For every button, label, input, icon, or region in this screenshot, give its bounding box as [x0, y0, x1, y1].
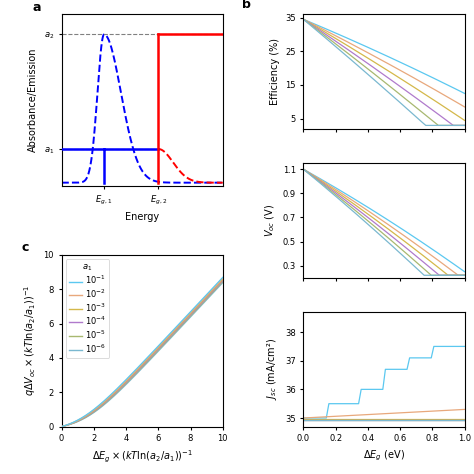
- Text: a: a: [33, 1, 41, 14]
- Y-axis label: Absorbance/Emission: Absorbance/Emission: [28, 48, 38, 152]
- Legend: $10^{-1}$, $10^{-2}$, $10^{-3}$, $10^{-4}$, $10^{-5}$, $10^{-6}$: $10^{-1}$, $10^{-2}$, $10^{-3}$, $10^{-4…: [66, 259, 109, 358]
- Y-axis label: Efficiency (%): Efficiency (%): [270, 38, 280, 105]
- Text: c: c: [21, 241, 29, 255]
- Text: b: b: [242, 0, 251, 11]
- Y-axis label: $q\Delta V_{oc} \times (kT\ln(a_2/a_1))^{-1}$: $q\Delta V_{oc} \times (kT\ln(a_2/a_1))^…: [22, 285, 38, 396]
- X-axis label: Energy: Energy: [125, 212, 159, 222]
- X-axis label: $\Delta E_g$ (eV): $\Delta E_g$ (eV): [363, 449, 405, 463]
- Y-axis label: $V_{oc}$ (V): $V_{oc}$ (V): [264, 204, 277, 237]
- Y-axis label: $J_{sc}$ (mA/cm²): $J_{sc}$ (mA/cm²): [265, 338, 279, 401]
- X-axis label: $\Delta E_g \times (kT\ln(a_2/a_1))^{-1}$: $\Delta E_g \times (kT\ln(a_2/a_1))^{-1}…: [91, 449, 193, 465]
